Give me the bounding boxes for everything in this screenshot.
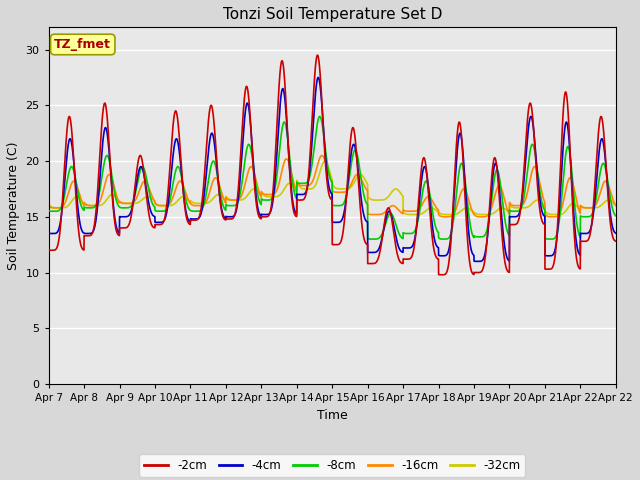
X-axis label: Time: Time bbox=[317, 408, 348, 421]
Title: Tonzi Soil Temperature Set D: Tonzi Soil Temperature Set D bbox=[223, 7, 442, 22]
Legend: -2cm, -4cm, -8cm, -16cm, -32cm: -2cm, -4cm, -8cm, -16cm, -32cm bbox=[140, 454, 525, 477]
Text: TZ_fmet: TZ_fmet bbox=[54, 38, 111, 51]
Y-axis label: Soil Temperature (C): Soil Temperature (C) bbox=[7, 142, 20, 270]
